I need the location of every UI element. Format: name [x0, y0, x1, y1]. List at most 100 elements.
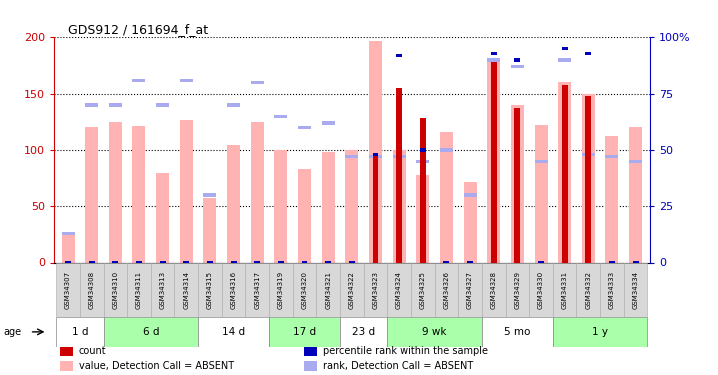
Bar: [133, 79, 146, 82]
Bar: [222, 262, 246, 317]
Text: GSM34316: GSM34316: [230, 271, 236, 309]
Text: GSM34317: GSM34317: [254, 271, 260, 309]
Bar: [482, 262, 505, 317]
Bar: [464, 194, 477, 196]
Bar: [251, 122, 264, 262]
Bar: [514, 108, 521, 262]
Text: GSM34320: GSM34320: [302, 271, 307, 309]
Bar: [298, 169, 311, 262]
Text: GSM34333: GSM34333: [609, 271, 615, 309]
Bar: [369, 41, 382, 262]
Text: count: count: [79, 346, 106, 356]
Bar: [491, 52, 497, 55]
Bar: [136, 261, 142, 264]
Bar: [317, 262, 340, 317]
Text: GDS912 / 161694_f_at: GDS912 / 161694_f_at: [68, 22, 208, 36]
Text: 23 d: 23 d: [352, 327, 376, 337]
Text: GSM34310: GSM34310: [112, 271, 118, 309]
Text: percentile rank within the sample: percentile rank within the sample: [323, 346, 488, 356]
Text: 6 d: 6 d: [143, 327, 159, 337]
Bar: [349, 261, 355, 264]
Bar: [80, 262, 103, 317]
Bar: [274, 115, 287, 118]
Bar: [434, 262, 458, 317]
Bar: [340, 317, 387, 347]
Bar: [558, 82, 571, 262]
Bar: [251, 81, 264, 84]
Bar: [183, 261, 190, 264]
Bar: [56, 317, 103, 347]
Bar: [109, 122, 122, 262]
Bar: [198, 317, 269, 347]
Bar: [345, 155, 358, 158]
Bar: [440, 148, 453, 152]
Text: value, Detection Call = ABSENT: value, Detection Call = ABSENT: [79, 361, 234, 371]
Bar: [304, 361, 317, 371]
Bar: [420, 148, 426, 152]
Text: GSM34313: GSM34313: [159, 271, 166, 309]
Text: 14 d: 14 d: [222, 327, 245, 337]
Bar: [582, 153, 595, 156]
Bar: [416, 160, 429, 163]
Bar: [103, 317, 198, 347]
Bar: [605, 136, 618, 262]
Bar: [269, 262, 293, 317]
Text: 17 d: 17 d: [293, 327, 316, 337]
Bar: [127, 262, 151, 317]
Bar: [393, 155, 406, 158]
Bar: [269, 317, 340, 347]
Bar: [609, 261, 615, 264]
Bar: [293, 262, 317, 317]
Bar: [322, 121, 335, 124]
Bar: [585, 96, 591, 262]
Bar: [488, 60, 500, 262]
Bar: [133, 126, 146, 262]
Bar: [56, 262, 80, 317]
Bar: [85, 104, 98, 106]
Bar: [553, 262, 577, 317]
Text: GSM34321: GSM34321: [325, 271, 331, 309]
Bar: [510, 65, 524, 68]
Bar: [345, 150, 358, 262]
Text: 5 mo: 5 mo: [504, 327, 531, 337]
Text: age: age: [4, 327, 22, 337]
Bar: [85, 128, 98, 262]
Text: GSM34327: GSM34327: [467, 271, 473, 309]
Bar: [444, 261, 449, 264]
Bar: [577, 262, 600, 317]
Text: GSM34331: GSM34331: [561, 271, 568, 309]
Bar: [151, 262, 174, 317]
Bar: [340, 262, 363, 317]
Bar: [440, 132, 453, 262]
Bar: [411, 262, 434, 317]
Text: GSM34319: GSM34319: [278, 271, 284, 309]
Text: GSM34307: GSM34307: [65, 271, 71, 309]
Text: GSM34314: GSM34314: [183, 271, 190, 309]
Bar: [62, 234, 75, 262]
Bar: [561, 47, 568, 51]
Bar: [387, 317, 482, 347]
Bar: [629, 160, 642, 163]
Bar: [304, 346, 317, 356]
Bar: [553, 317, 648, 347]
Bar: [278, 261, 284, 264]
Bar: [227, 146, 240, 262]
Bar: [396, 54, 402, 57]
Bar: [156, 172, 169, 262]
Text: GSM34330: GSM34330: [538, 271, 544, 309]
Bar: [113, 261, 118, 264]
Bar: [629, 128, 642, 262]
Text: GSM34325: GSM34325: [420, 271, 426, 309]
Bar: [156, 104, 169, 106]
Bar: [274, 150, 287, 262]
Bar: [529, 262, 553, 317]
Bar: [325, 261, 331, 264]
Bar: [62, 231, 75, 235]
Bar: [254, 261, 260, 264]
Bar: [464, 182, 477, 262]
Text: GSM34332: GSM34332: [585, 271, 592, 309]
Bar: [203, 198, 216, 262]
Bar: [458, 262, 482, 317]
Bar: [534, 160, 548, 163]
Bar: [561, 85, 568, 262]
